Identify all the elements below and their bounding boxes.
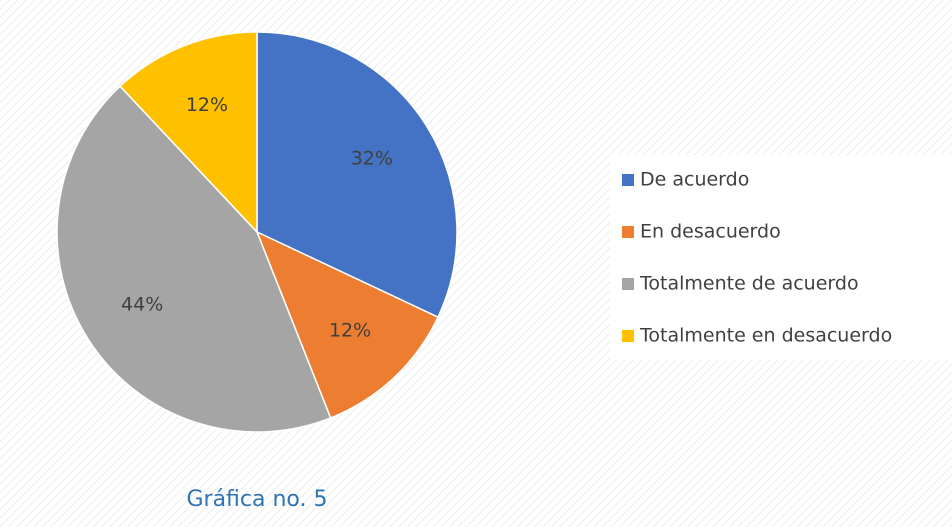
- pie-slice: [56, 85, 332, 433]
- data-label: 32%: [351, 148, 393, 170]
- legend-swatch: [622, 330, 634, 342]
- legend-box: [610, 155, 952, 360]
- data-label: 44%: [121, 293, 163, 315]
- pie-slice: [255, 230, 439, 419]
- pie-slice: [256, 31, 458, 319]
- legend-swatch: [622, 278, 634, 290]
- data-label: 12%: [186, 94, 228, 116]
- legend-label: Totalmente en desacuerdo: [639, 325, 892, 347]
- pie-slice: [119, 31, 258, 234]
- legend-label: De acuerdo: [640, 169, 749, 191]
- legend-label: Totalmente de acuerdo: [639, 273, 859, 295]
- legend-label: En desacuerdo: [640, 221, 781, 243]
- legend-swatch: [622, 174, 634, 186]
- data-label: 12%: [329, 320, 371, 342]
- legend-swatch: [622, 226, 634, 238]
- chart-title: Gráfica no. 5: [186, 487, 327, 512]
